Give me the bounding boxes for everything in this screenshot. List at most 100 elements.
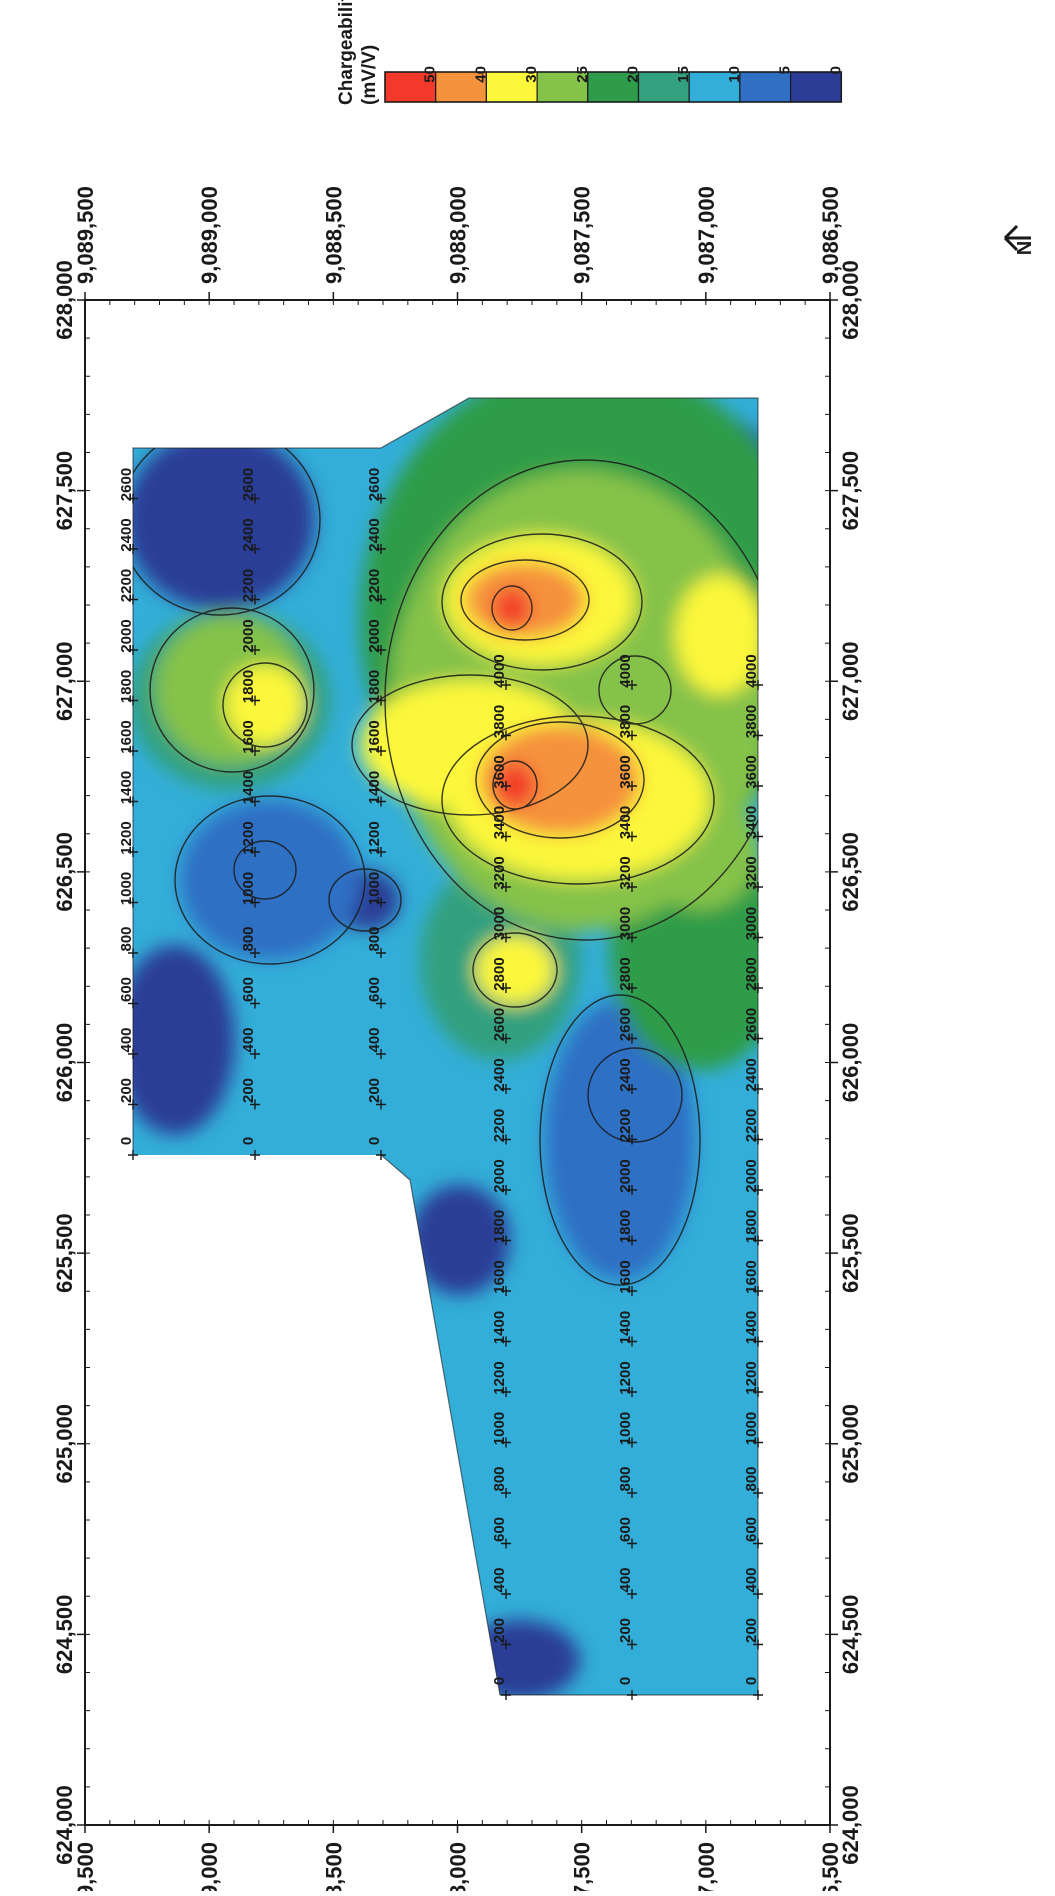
station-marker <box>753 1033 763 1044</box>
survey-lines: 0200400600800100012001400160018002000220… <box>118 468 763 1700</box>
station-marker <box>128 1049 138 1059</box>
station-marker <box>501 1639 511 1650</box>
station-label: 3200 <box>617 856 634 889</box>
station-label: 1800 <box>491 1210 508 1243</box>
easting-label: 625,000 <box>838 1404 863 1484</box>
easting-label: 626,000 <box>52 1023 77 1103</box>
station-marker <box>501 1033 511 1044</box>
station-marker <box>501 1690 511 1700</box>
legend-label: 20 <box>625 66 642 83</box>
legend-unit: (mV/V) <box>359 45 380 105</box>
easting-label: 626,500 <box>52 832 77 912</box>
station-marker <box>376 1150 386 1160</box>
station-marker <box>250 1049 260 1059</box>
station-marker <box>376 594 386 605</box>
station-label: 0 <box>491 1677 508 1685</box>
station-label: 600 <box>366 977 383 1002</box>
station-label: 1600 <box>617 1260 634 1293</box>
station-label: 0 <box>617 1677 634 1685</box>
station-marker <box>627 1084 637 1094</box>
station-label: 1200 <box>118 821 135 854</box>
station-marker <box>376 1049 386 1059</box>
station-marker <box>501 1235 511 1246</box>
station-marker <box>501 1589 511 1599</box>
station-label: 800 <box>366 926 383 951</box>
station-marker <box>753 730 763 741</box>
station-label: 1800 <box>118 670 135 703</box>
station-label: 1000 <box>743 1412 760 1445</box>
station-label: 400 <box>743 1567 760 1592</box>
station-marker <box>128 998 138 1009</box>
station-label: 4000 <box>617 654 634 687</box>
northing-label: 9,087,500 <box>570 1842 595 1891</box>
station-label: 200 <box>118 1078 135 1103</box>
northing-label: 9,086,500 <box>818 1842 843 1891</box>
station-marker <box>250 594 260 605</box>
station-marker <box>376 796 386 807</box>
station-marker <box>627 882 637 892</box>
station-marker <box>376 493 386 504</box>
station-marker <box>501 1134 511 1145</box>
station-label: 400 <box>240 1027 257 1052</box>
station-marker <box>501 1488 511 1498</box>
station-label: 2400 <box>491 1058 508 1091</box>
legend-swatch <box>739 71 792 103</box>
station-label: 3400 <box>617 806 634 839</box>
station-label: 0 <box>240 1137 257 1145</box>
easting-label: 625,500 <box>838 1213 863 1293</box>
northing-label: 9,088,500 <box>321 186 346 284</box>
station-marker <box>128 746 138 756</box>
easting-label: 625,500 <box>52 1213 77 1293</box>
station-marker <box>627 1235 637 1246</box>
station-label: 1000 <box>366 872 383 905</box>
axis-labels: 624,000 624,000 624,500 624,500 625,000 625,0… <box>52 186 863 1896</box>
station-label: 1000 <box>617 1412 634 1445</box>
station-marker <box>753 781 763 791</box>
station-label: 3400 <box>743 806 760 839</box>
survey-line: 0 200 400 600 800 1000 1200 1400 1600 1800 2000 220… <box>118 468 138 1160</box>
station-label: 400 <box>491 1567 508 1592</box>
legend-label: 0 <box>827 66 844 74</box>
station-marker <box>128 1150 138 1160</box>
station-marker <box>627 1538 637 1549</box>
station-label: 2000 <box>491 1159 508 1192</box>
station-marker <box>753 983 763 993</box>
station-label: 3600 <box>617 755 634 788</box>
station-label: 1600 <box>118 720 135 753</box>
station-marker <box>376 847 386 857</box>
easting-label: 627,000 <box>838 641 863 721</box>
survey-line: 0 200 400 600 800 1000 1200 1400 1600 1800 2000 220… <box>743 654 763 1700</box>
station-marker <box>753 1134 763 1145</box>
station-marker <box>376 897 386 908</box>
legend-label: 25 <box>574 66 591 83</box>
north-arrow-icon: N <box>1003 224 1036 255</box>
station-label: 1200 <box>366 821 383 854</box>
station-marker <box>501 1437 511 1448</box>
easting-label: 624,500 <box>52 1595 77 1675</box>
station-marker <box>128 695 138 706</box>
station-label: 4000 <box>743 654 760 687</box>
station-label: 2600 <box>491 1008 508 1041</box>
northing-label: 9,089,500 <box>73 186 98 284</box>
station-marker <box>627 1336 637 1347</box>
legend-label: 5 <box>777 66 794 74</box>
station-label: 800 <box>743 1466 760 1491</box>
station-label: 1400 <box>240 771 257 804</box>
station-marker <box>753 1437 763 1448</box>
station-marker <box>128 847 138 857</box>
station-label: 200 <box>366 1078 383 1103</box>
northing-label: 9,086,500 <box>818 186 843 284</box>
station-marker <box>627 781 637 791</box>
station-marker <box>128 796 138 807</box>
survey-line: 0 200 400 600 800 1000 1200 1400 1600 1800 2000 220… <box>617 654 637 1700</box>
station-label: 2600 <box>118 468 135 501</box>
station-marker <box>250 847 260 857</box>
station-label: 200 <box>617 1618 634 1643</box>
station-label: 2400 <box>118 518 135 551</box>
station-marker <box>376 1099 386 1110</box>
station-marker <box>250 746 260 756</box>
station-label: 1000 <box>491 1412 508 1445</box>
station-label: 2600 <box>617 1008 634 1041</box>
legend-label: 10 <box>726 66 743 83</box>
